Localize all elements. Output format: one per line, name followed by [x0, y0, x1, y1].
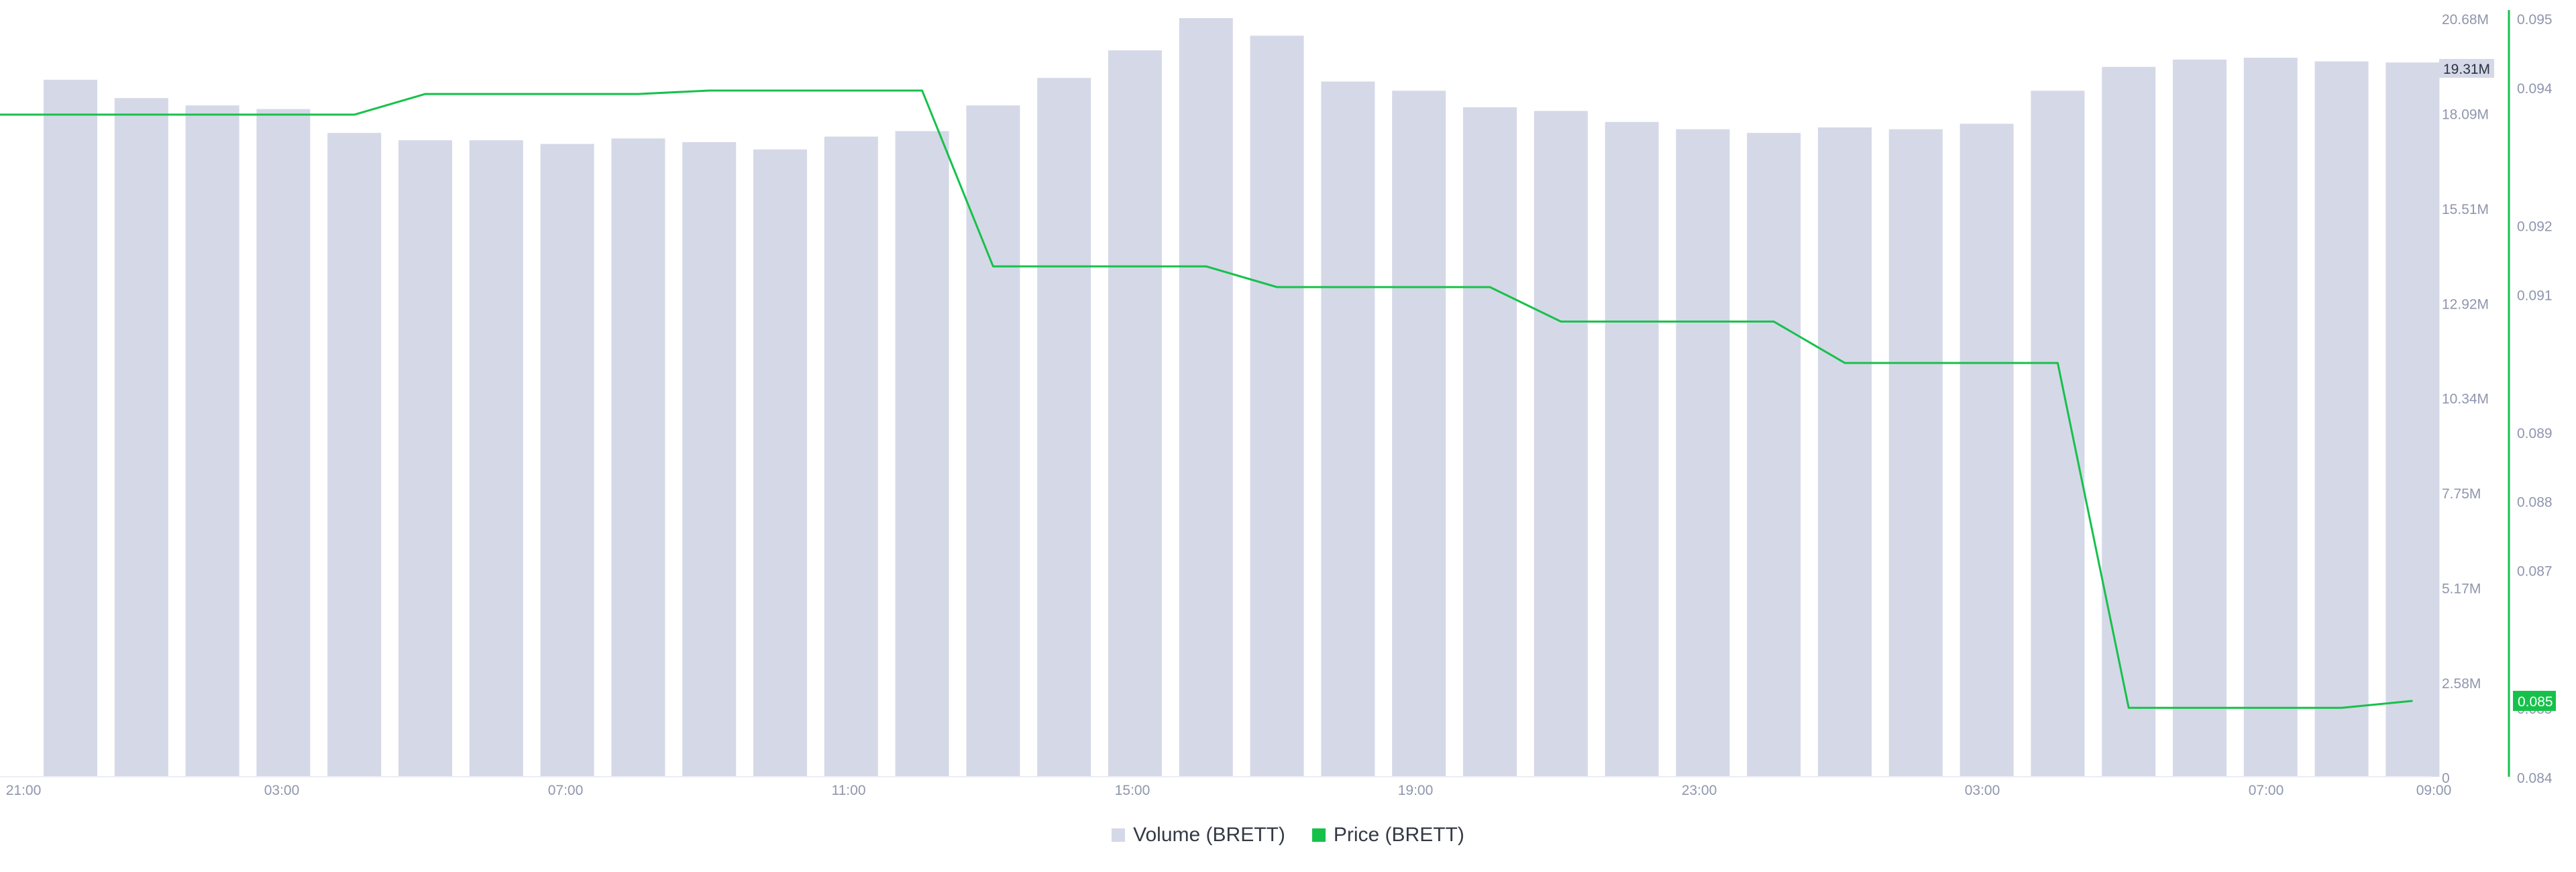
volume-axis-tick-label: 15.51M: [2442, 202, 2489, 217]
price-line-group: [0, 89, 2413, 709]
volume-bar: [1534, 111, 1588, 777]
volume-bar: [1250, 36, 1304, 777]
volume-bar: [2243, 58, 2298, 777]
legend-label-price: Price (BRETT): [1333, 824, 1464, 846]
volume-bar: [114, 98, 168, 777]
volume-bar: [1392, 91, 1446, 777]
volume-bar: [1179, 18, 1233, 777]
x-axis-tick-label: 03:00: [264, 783, 300, 798]
x-axis-tick-label: 19:00: [1398, 783, 1434, 798]
volume-axis-tick-label: 12.92M: [2442, 296, 2489, 312]
price-axis-tick-label: 0.091: [2517, 288, 2553, 303]
legend-item-price[interactable]: Price (BRETT): [1311, 824, 1464, 847]
volume-bar: [1108, 50, 1162, 777]
volume-axis-tick-label: 2.58M: [2442, 676, 2481, 692]
axes: 0 2.58M 5.17M 7.75M 10.34M 12.92M 15.51M 18.09M…: [0, 10, 2556, 798]
volume-bar: [966, 105, 1020, 777]
x-axis-tick-label: 15:00: [1115, 783, 1150, 798]
current-price-badge-label: 0.085: [2518, 694, 2553, 710]
volume-bar: [2385, 62, 2440, 777]
volume-bar: [2314, 61, 2369, 777]
price-axis-tick-label: 0.094: [2517, 81, 2553, 97]
price-axis-tick-label: 0.084: [2517, 771, 2553, 786]
volume-bar: [824, 136, 878, 777]
price-axis-tick-label: 0.095: [2517, 12, 2553, 28]
legend-swatch-price: [1311, 828, 1326, 842]
volume-axis-tick-label: 7.75M: [2442, 486, 2481, 502]
volume-bar: [256, 109, 311, 777]
volume-bar: [1463, 107, 1517, 777]
volume-bar: [1747, 133, 1801, 777]
current-price-badge: [2513, 690, 2556, 711]
current-volume-badge: [2439, 58, 2494, 78]
x-axis-tick-label: 21:00: [6, 783, 42, 798]
price-axis-tick-label: 0.087: [2517, 564, 2553, 580]
x-axis-tick-label: 11:00: [832, 783, 866, 798]
volume-axis-tick-label: 5.17M: [2442, 581, 2481, 596]
legend-label-volume: Volume (BRETT): [1133, 824, 1285, 846]
volume-axis-tick-label: 10.34M: [2442, 392, 2489, 407]
volume-bar: [2173, 59, 2226, 777]
volume-bar: [895, 131, 949, 777]
volume-bar: [1960, 123, 2014, 777]
chart-legend: Volume (BRETT) Price (BRETT): [0, 824, 2576, 847]
legend-swatch-volume: [1112, 828, 1126, 842]
x-axis-tick-label: 23:00: [1682, 783, 1717, 798]
current-volume-badge-label: 19.31M: [2443, 62, 2490, 77]
volume-bar: [1888, 129, 1943, 777]
volume-bar: [682, 142, 737, 777]
price-axis-tick-label: 0.089: [2517, 426, 2553, 441]
volume-axis-tick-label: 0: [2442, 771, 2450, 786]
x-axis-tick-label: 07:00: [2249, 783, 2284, 798]
volume-bar: [44, 79, 97, 777]
volume-bar: [469, 140, 523, 777]
volume-bars: [44, 18, 2440, 777]
legend-item-volume[interactable]: Volume (BRETT): [1112, 824, 1285, 847]
volume-axis-tick-label: 18.09M: [2442, 107, 2489, 123]
x-axis-tick-label: 07:00: [548, 783, 584, 798]
volume-bar: [1818, 127, 1872, 777]
volume-bar: [540, 144, 594, 777]
price-axis-tick-label: 0.092: [2517, 219, 2553, 234]
price-line: [0, 89, 2413, 709]
volume-bar: [1605, 121, 1659, 777]
volume-bar: [327, 133, 382, 777]
volume-bar: [753, 149, 807, 777]
volume-bar: [1037, 78, 1091, 777]
volume-bar: [1321, 81, 1375, 777]
volume-bar: [1676, 129, 1730, 777]
volume-axis-tick-label: 20.68M: [2442, 12, 2489, 28]
x-axis-tick-label: 03:00: [1965, 783, 2000, 798]
volume-bar: [2031, 91, 2085, 777]
x-axis-tick-label: 09:00: [2416, 783, 2452, 798]
volume-bar: [611, 138, 665, 777]
volume-bar: [398, 140, 452, 777]
volume-bar: [185, 105, 239, 777]
volume-bar: [2102, 66, 2156, 777]
price-axis-tick-label: 0.088: [2517, 495, 2553, 510]
